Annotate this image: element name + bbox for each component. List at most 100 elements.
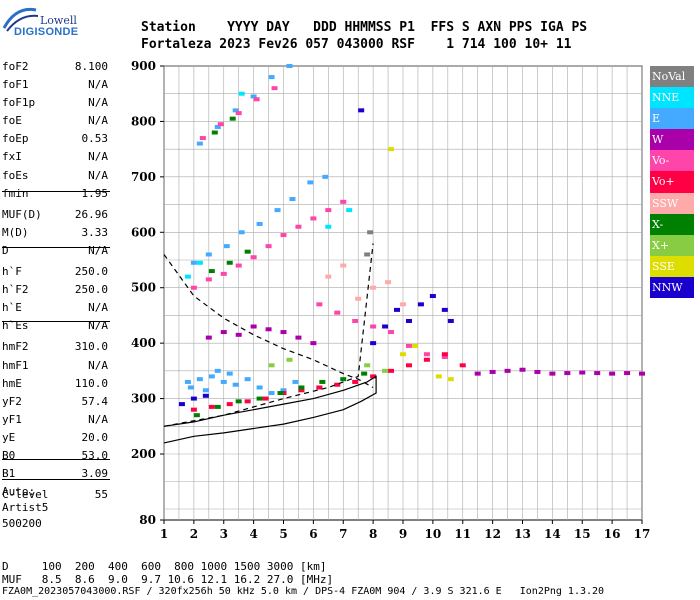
param-row: h`F 250.0 — [2, 263, 108, 281]
data-point — [196, 141, 203, 146]
x-tick-label: 9 — [399, 527, 407, 541]
param-label: h`F2 — [2, 283, 29, 297]
data-point — [316, 302, 323, 307]
param-label: D — [2, 243, 9, 257]
data-point — [190, 396, 197, 401]
data-point — [190, 285, 197, 290]
data-point — [277, 391, 284, 396]
param-label: yF2 — [2, 394, 22, 408]
data-point — [271, 86, 278, 91]
data-point — [489, 369, 496, 374]
param-value: 0.53 — [81, 132, 109, 146]
data-point — [447, 377, 454, 382]
data-point — [256, 385, 263, 390]
data-point — [214, 404, 221, 409]
param-row: foEp 0.53 — [2, 130, 108, 148]
data-point — [579, 370, 586, 375]
x-tick-label: 15 — [574, 527, 591, 541]
param-value: 26.96 — [74, 207, 108, 221]
data-point — [268, 363, 275, 368]
header-values: Fortaleza 2023 Fev26 057 043000 RSF 1 71… — [141, 37, 572, 52]
data-point — [534, 369, 541, 374]
data-point — [423, 352, 430, 357]
data-point — [187, 385, 194, 390]
param-value: 310.0 — [74, 340, 108, 354]
x-tick-label: 17 — [634, 527, 651, 541]
header-labels: Station YYYY DAY DDD HHMMSS P1 FFS S AXN… — [141, 20, 588, 35]
data-point — [411, 343, 418, 348]
param-label: B1 — [2, 467, 16, 481]
data-point — [429, 294, 436, 299]
data-point — [405, 343, 412, 348]
legend-entry: NNW — [650, 276, 694, 299]
separator — [2, 459, 110, 460]
data-point — [184, 274, 191, 279]
separator — [2, 479, 110, 480]
param-label: MUF(D) — [2, 207, 42, 221]
x-tick-label: 7 — [339, 527, 347, 541]
param-row: foF1 N/A — [2, 76, 108, 94]
autoscale-program: Artist5 — [2, 501, 49, 514]
logo-text-digisonde: DIGISONDE — [14, 26, 79, 38]
data-point — [358, 108, 365, 113]
data-point — [307, 180, 314, 185]
data-point — [280, 388, 287, 393]
legend-entry: SSE — [650, 255, 694, 277]
param-label: foF1 — [2, 78, 29, 92]
data-point — [346, 208, 353, 213]
data-point — [235, 399, 242, 404]
data-point — [298, 388, 305, 393]
param-label: foF2 — [2, 60, 29, 73]
data-point — [334, 382, 341, 387]
data-point — [325, 274, 332, 279]
profile-curve — [163, 243, 374, 427]
param-value: 250.0 — [74, 283, 108, 297]
param-row: fmin 1.95 — [2, 185, 108, 203]
data-point — [447, 318, 454, 323]
param-row: MUF(D) 26.96 — [2, 206, 108, 224]
param-value: N/A — [88, 114, 108, 128]
param-row: hmF1 N/A — [2, 357, 108, 375]
data-point — [370, 341, 377, 346]
data-point — [310, 216, 317, 221]
data-point — [217, 122, 224, 127]
legend-entry: X- — [650, 213, 694, 235]
param-row: foEs N/A — [2, 167, 108, 185]
x-tick-label: 12 — [484, 527, 501, 541]
data-point — [367, 230, 374, 235]
data-point — [205, 335, 212, 340]
data-point — [202, 393, 209, 398]
legend-entry: W — [650, 129, 694, 151]
data-point — [639, 371, 645, 376]
data-point — [232, 382, 239, 387]
data-point — [238, 230, 245, 235]
param-label: foF1p — [2, 96, 36, 110]
data-point — [310, 341, 317, 346]
data-point — [405, 363, 412, 368]
param-group-muf: MUF(D) 26.96 M(D) 3.33 D N/A — [2, 206, 108, 260]
x-tick-label: 13 — [514, 527, 531, 541]
data-point — [205, 277, 212, 282]
param-value: N/A — [88, 301, 108, 315]
x-tick-label: 3 — [220, 527, 228, 541]
data-point — [208, 374, 215, 379]
data-point — [417, 302, 424, 307]
param-label: foEs — [2, 168, 29, 182]
param-value: 3.09 — [81, 467, 109, 481]
data-point — [400, 302, 406, 307]
data-point — [594, 371, 601, 376]
data-point — [250, 255, 257, 260]
param-label: hmF1 — [2, 358, 29, 372]
data-point — [232, 108, 239, 113]
data-point — [292, 379, 299, 384]
param-row: hmF2 310.0 — [2, 338, 108, 356]
data-point — [226, 371, 233, 376]
param-label: B0 — [2, 448, 16, 462]
digisonde-logo: Lowell DIGISONDE — [2, 4, 78, 38]
data-point — [196, 260, 203, 265]
data-point — [211, 130, 218, 135]
data-point — [519, 367, 526, 372]
legend-entry: E — [650, 108, 694, 130]
x-tick-label: 14 — [544, 527, 561, 541]
data-point — [220, 379, 227, 384]
